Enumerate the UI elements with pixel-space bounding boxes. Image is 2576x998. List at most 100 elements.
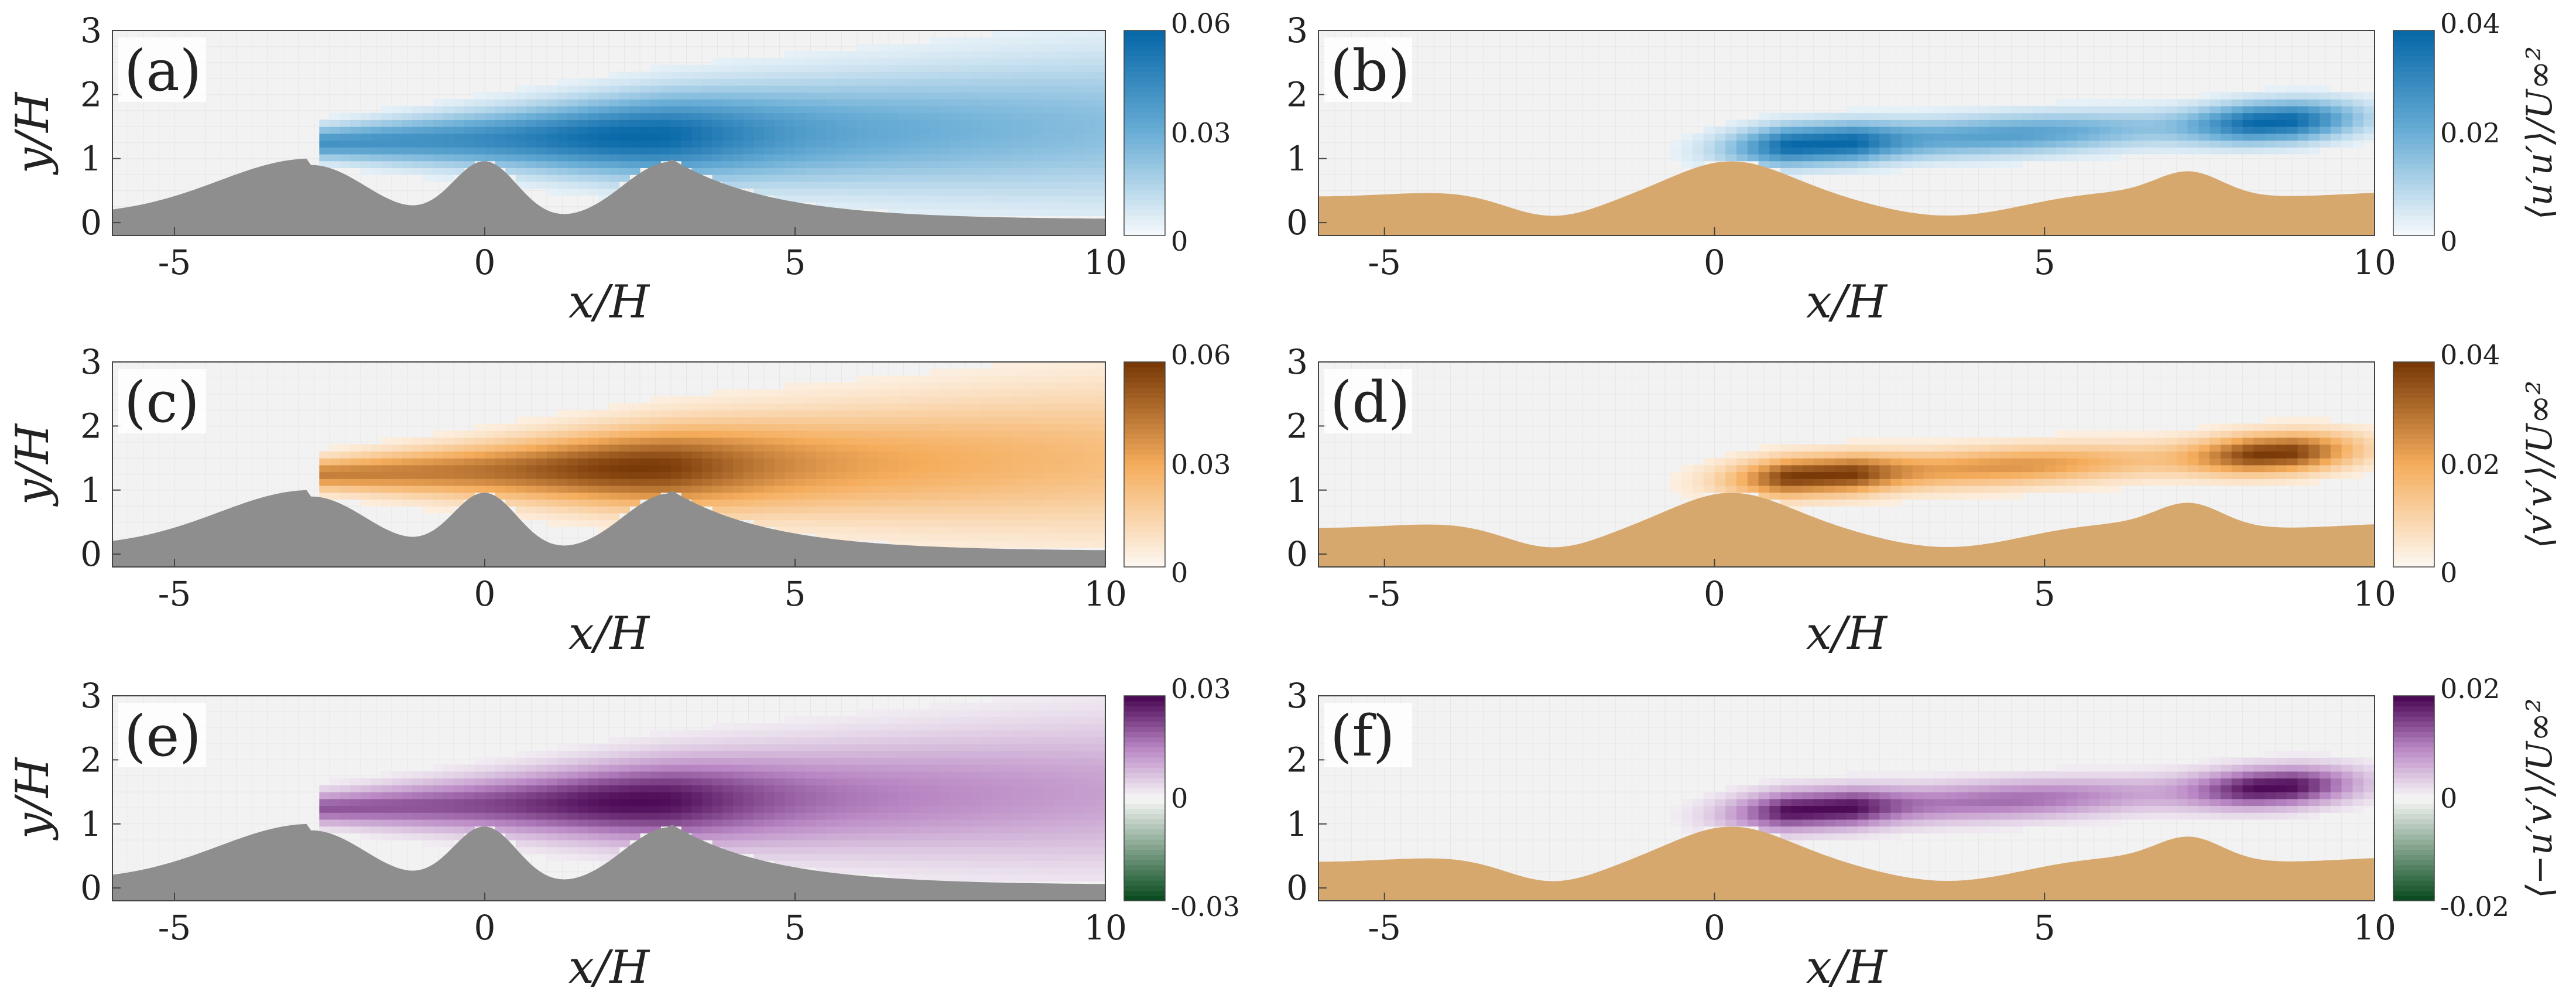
colorbar: 0 0.02 0.04 ⟨u′u′⟩/U∞² <box>2393 8 2560 257</box>
y-tick-label: 1 <box>1286 139 1308 179</box>
colorbar-tick-label: 0 <box>1171 225 1188 257</box>
colorbar-tick-label: 0.06 <box>1171 8 1231 39</box>
y-tick-label: 2 <box>80 406 102 446</box>
x-tick-label: 0 <box>474 574 496 614</box>
y-tick-label: 3 <box>1286 342 1308 382</box>
x-axis-label: x/H <box>568 276 650 329</box>
colorbar-tick-label: 0.02 <box>2440 449 2500 480</box>
y-tick-label: 1 <box>80 804 102 844</box>
x-tick-label: 0 <box>1704 574 1725 614</box>
x-axis-label: x/H <box>1806 276 1888 329</box>
field-contours <box>319 696 1105 882</box>
y-tick-label: 0 <box>1286 534 1308 574</box>
x-tick-label: -5 <box>1368 908 1402 948</box>
colorbar-tick-label: 0.02 <box>2440 673 2500 705</box>
colorbar-tick-label: 0.04 <box>2440 339 2500 371</box>
y-tick-label: 3 <box>80 676 102 716</box>
field-contours <box>319 362 1105 548</box>
colorbar-tick-label: 0 <box>1171 557 1188 589</box>
dune-topography <box>1318 161 2375 235</box>
panel-e: -5 0 5 10 0 1 2 3 x/H y/H (e) -0.03 0 0.03 <box>6 673 1240 994</box>
x-tick-label: -5 <box>158 242 191 282</box>
y-tick-label: 0 <box>1286 868 1308 908</box>
x-tick-label: 0 <box>474 908 496 948</box>
colorbar-tick-label: 0.03 <box>1171 117 1231 149</box>
x-tick-label: 5 <box>785 574 806 614</box>
colorbar-label: ⟨−u′v′⟩/U∞² <box>2519 698 2560 898</box>
y-tick-label: 2 <box>80 740 102 780</box>
colorbar-tick-label: 0.03 <box>1171 673 1231 705</box>
y-tick-label: 1 <box>1286 804 1308 844</box>
y-tick-label: 1 <box>1286 470 1308 510</box>
x-tick-label: 10 <box>2353 908 2396 948</box>
hill-topography <box>112 158 1105 235</box>
panel-d: -5 0 5 10 0 1 2 3 x/H (d) 0 0.02 0.04 ⟨v′v′⟩/U∞² <box>1286 339 2560 660</box>
field-contours <box>1670 416 2375 514</box>
axes-frame <box>112 30 1106 236</box>
y-tick-label: 1 <box>80 139 102 179</box>
colorbar-tick-label: 0.03 <box>1171 449 1231 480</box>
y-axis-label: y/H <box>6 423 59 507</box>
panel-f: -5 0 5 10 0 1 2 3 x/H (f) -0.02 0 0.02 ⟨−u′v′⟩/U∞² <box>1286 673 2560 994</box>
x-tick-label: 5 <box>2034 242 2056 282</box>
y-tick-label: 3 <box>1286 11 1308 50</box>
x-axis-label: x/H <box>568 941 650 994</box>
x-tick-label: 10 <box>2353 242 2396 282</box>
y-tick-label: 2 <box>1286 740 1308 780</box>
panel-c: -5 0 5 10 0 1 2 3 x/H y/H (c) 0 0.03 0.06 <box>6 339 1231 660</box>
axes-frame <box>112 361 1106 568</box>
colorbar: -0.03 0 0.03 <box>1123 673 1240 922</box>
x-tick-label: 0 <box>1704 242 1725 282</box>
x-tick-label: -5 <box>1368 574 1402 614</box>
panel-tag: (f) <box>1330 703 1395 769</box>
axes-frame <box>112 695 1106 901</box>
colorbar-tick-label: 0.04 <box>2440 8 2500 39</box>
colorbar-label: ⟨u′u′⟩/U∞² <box>2519 46 2560 220</box>
panel-tag: (a) <box>124 38 201 104</box>
y-axis-label: y/H <box>6 757 59 840</box>
field-contours <box>1670 85 2375 182</box>
y-tick-label: 3 <box>1286 676 1308 716</box>
y-tick-label: 2 <box>80 74 102 114</box>
y-tick-label: 0 <box>80 868 102 908</box>
y-tick-label: 3 <box>80 342 102 382</box>
y-tick-label: 1 <box>80 470 102 510</box>
x-axis-label: x/H <box>1806 941 1888 994</box>
colorbar-tick-label: -0.02 <box>2440 891 2509 922</box>
y-axis-label: y/H <box>6 91 59 175</box>
colorbar: -0.02 0 0.02 ⟨−u′v′⟩/U∞² <box>2393 673 2560 922</box>
x-tick-label: 5 <box>2034 574 2056 614</box>
y-tick-label: 0 <box>80 534 102 574</box>
field-contours <box>319 30 1105 217</box>
x-tick-label: 5 <box>785 908 806 948</box>
panel-tag: (c) <box>124 370 200 435</box>
hill-topography <box>112 823 1105 901</box>
dune-topography <box>1318 826 2375 901</box>
colorbar-tick-label: 0 <box>2440 225 2457 257</box>
x-tick-label: -5 <box>158 574 191 614</box>
colorbar-tick-label: 0 <box>2440 782 2457 814</box>
panel-tag: (d) <box>1330 370 1410 435</box>
colorbar-tick-label: 0 <box>2440 557 2457 589</box>
x-tick-label: 10 <box>1084 908 1127 948</box>
colorbar: 0 0.02 0.04 ⟨v′v′⟩/U∞² <box>2393 339 2560 589</box>
field-contours <box>1670 750 2375 847</box>
x-tick-label: 5 <box>2034 908 2056 948</box>
colorbar: 0 0.03 0.06 <box>1123 339 1231 589</box>
colorbar: 0 0.03 0.06 <box>1123 8 1231 257</box>
colorbar-tick-label: -0.03 <box>1171 891 1240 922</box>
x-tick-label: 10 <box>1084 242 1127 282</box>
axes-frame <box>1318 30 2375 236</box>
panel-b: -5 0 5 10 0 1 2 3 x/H (b) 0 0.02 0.04 ⟨u′u′⟩/U∞² <box>1286 8 2560 329</box>
x-tick-label: -5 <box>158 908 191 948</box>
y-tick-label: 0 <box>80 203 102 242</box>
x-tick-label: 5 <box>785 242 806 282</box>
x-tick-label: 0 <box>474 242 496 282</box>
x-axis-label: x/H <box>1806 607 1888 660</box>
axes-frame <box>1318 695 2375 901</box>
axes-frame <box>1318 361 2375 568</box>
x-tick-label: 0 <box>1704 908 1725 948</box>
colorbar-tick-label: 0.06 <box>1171 339 1231 371</box>
colorbar-label: ⟨v′v′⟩/U∞² <box>2519 381 2560 549</box>
